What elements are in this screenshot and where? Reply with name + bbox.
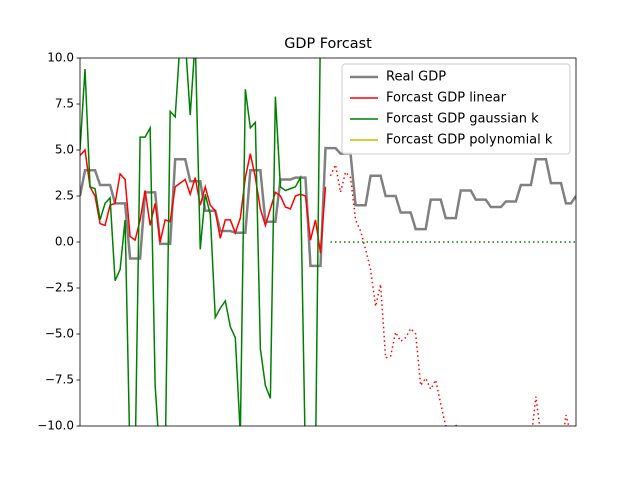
y-tick-label: 7.5: [55, 97, 74, 111]
legend-label: Forcast GDP linear: [386, 91, 507, 106]
plot-area: [80, 58, 576, 426]
legend-label: Real GDP: [386, 70, 446, 85]
chart-title: GDP Forcast: [284, 36, 372, 52]
series-line: [80, 148, 327, 254]
y-tick-label: 10.0: [47, 51, 74, 65]
legend-label: Forcast GDP polynomial k: [386, 133, 553, 148]
legend-box: [341, 63, 571, 155]
y-tick-label: 0.0: [55, 235, 74, 249]
y-tick-label: 5.0: [55, 143, 74, 157]
y-tick-label: −2.5: [45, 281, 74, 295]
y-tick-label: −10.0: [37, 419, 74, 433]
y-tick-label: −5.0: [45, 327, 74, 341]
y-tick-label: 2.5: [55, 189, 74, 203]
series-line: [80, 58, 321, 426]
y-tick-label: −7.5: [45, 373, 74, 387]
series-line: [80, 146, 576, 268]
legend-label: Forcast GDP gaussian k: [386, 112, 539, 127]
